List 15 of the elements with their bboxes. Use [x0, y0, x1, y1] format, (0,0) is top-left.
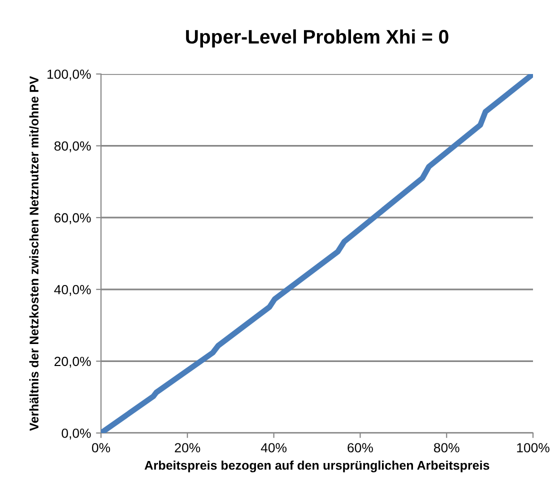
y-tick-label: 20,0% — [54, 356, 91, 368]
y-tick-label: 0,0% — [62, 428, 91, 440]
chart-title: Upper-Level Problem Xhi = 0 — [186, 29, 448, 48]
x-tick-label: 100% — [517, 443, 550, 452]
x-tick-label: 80% — [434, 443, 460, 452]
y-tick-label: 60,0% — [54, 213, 91, 224]
y-axis-title: Verhältnis der Netzkosten zwischen Netznutzer mit/ohne PV — [29, 76, 39, 431]
x-tick-label: 0% — [92, 443, 110, 452]
y-tick-label: 40,0% — [54, 284, 91, 296]
x-axis-title: Arbeitspreis bezogen auf den ursprünglichen Arbeitspreis — [144, 460, 490, 472]
x-tick-label: 60% — [348, 443, 373, 452]
x-tick-label: 20% — [174, 443, 200, 452]
y-tick-label: 100,0% — [48, 70, 91, 80]
x-tick-label: 40% — [260, 443, 287, 452]
y-tick-label: 80,0% — [54, 141, 91, 152]
